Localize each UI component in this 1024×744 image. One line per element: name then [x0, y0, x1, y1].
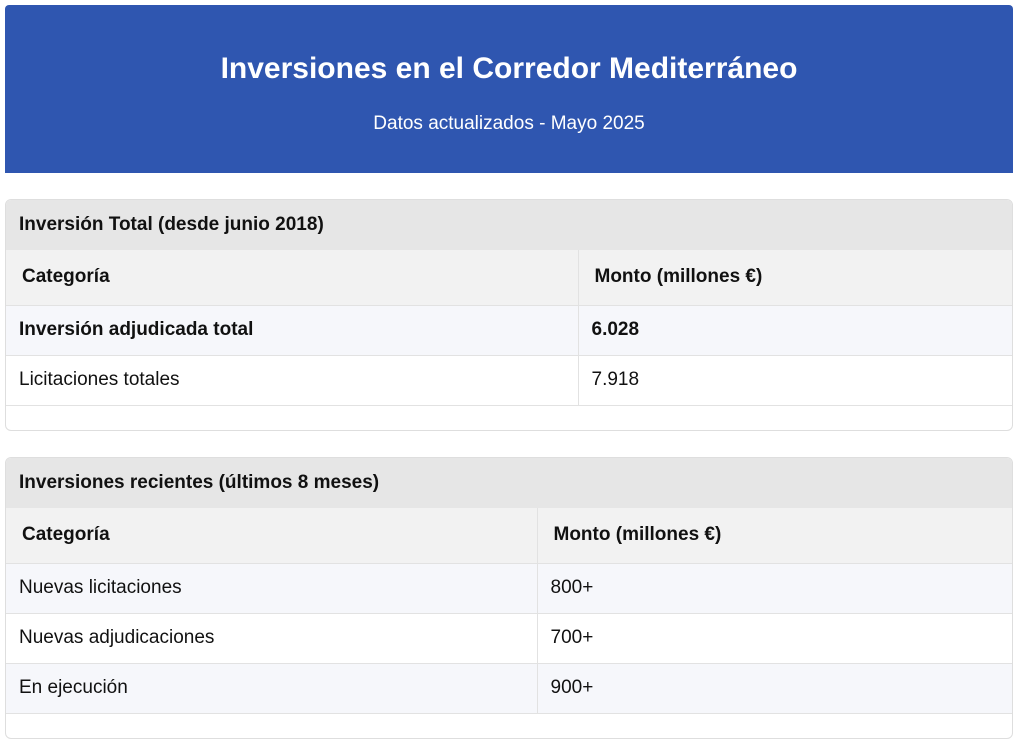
column-header-amount: Monto (millones €) — [577, 250, 1012, 306]
table-row: En ejecución 900+ — [6, 663, 1012, 714]
column-header-amount: Monto (millones €) — [536, 508, 1012, 564]
row-amount: 900+ — [536, 663, 1012, 714]
row-category: Licitaciones totales — [6, 355, 578, 406]
row-category: En ejecución — [6, 663, 537, 714]
table-row: Nuevas licitaciones 800+ — [6, 563, 1012, 614]
row-category: Nuevas adjudicaciones — [6, 613, 537, 664]
column-header-category: Categoría — [6, 508, 537, 564]
column-header-category: Categoría — [6, 250, 578, 306]
total-investment-card: Inversión Total (desde junio 2018) Categ… — [5, 199, 1013, 431]
page-title: Inversiones en el Corredor Mediterráneo — [220, 52, 798, 85]
table-row: Licitaciones totales 7.918 — [6, 355, 1012, 406]
row-amount: 6.028 — [577, 305, 1012, 356]
recent-investment-table: Categoría Monto (millones €) Nuevas lici… — [6, 508, 1012, 714]
row-category: Inversión adjudicada total — [6, 305, 578, 356]
row-amount: 7.918 — [577, 355, 1012, 406]
row-amount: 800+ — [536, 563, 1012, 614]
recent-investment-card: Inversiones recientes (últimos 8 meses) … — [5, 457, 1013, 739]
row-amount: 700+ — [536, 613, 1012, 664]
page-subtitle: Datos actualizados - Mayo 2025 — [373, 113, 645, 134]
table-header-row: Categoría Monto (millones €) — [6, 250, 1012, 306]
table-row: Nuevas adjudicaciones 700+ — [6, 613, 1012, 664]
header-banner: Inversiones en el Corredor Mediterráneo … — [5, 5, 1013, 173]
table-header-row: Categoría Monto (millones €) — [6, 508, 1012, 564]
row-category: Nuevas licitaciones — [6, 563, 537, 614]
section-title-total: Inversión Total (desde junio 2018) — [6, 200, 1012, 250]
section-title-recent: Inversiones recientes (últimos 8 meses) — [6, 458, 1012, 508]
total-investment-table: Categoría Monto (millones €) Inversión a… — [6, 250, 1012, 406]
table-row: Inversión adjudicada total 6.028 — [6, 305, 1012, 356]
